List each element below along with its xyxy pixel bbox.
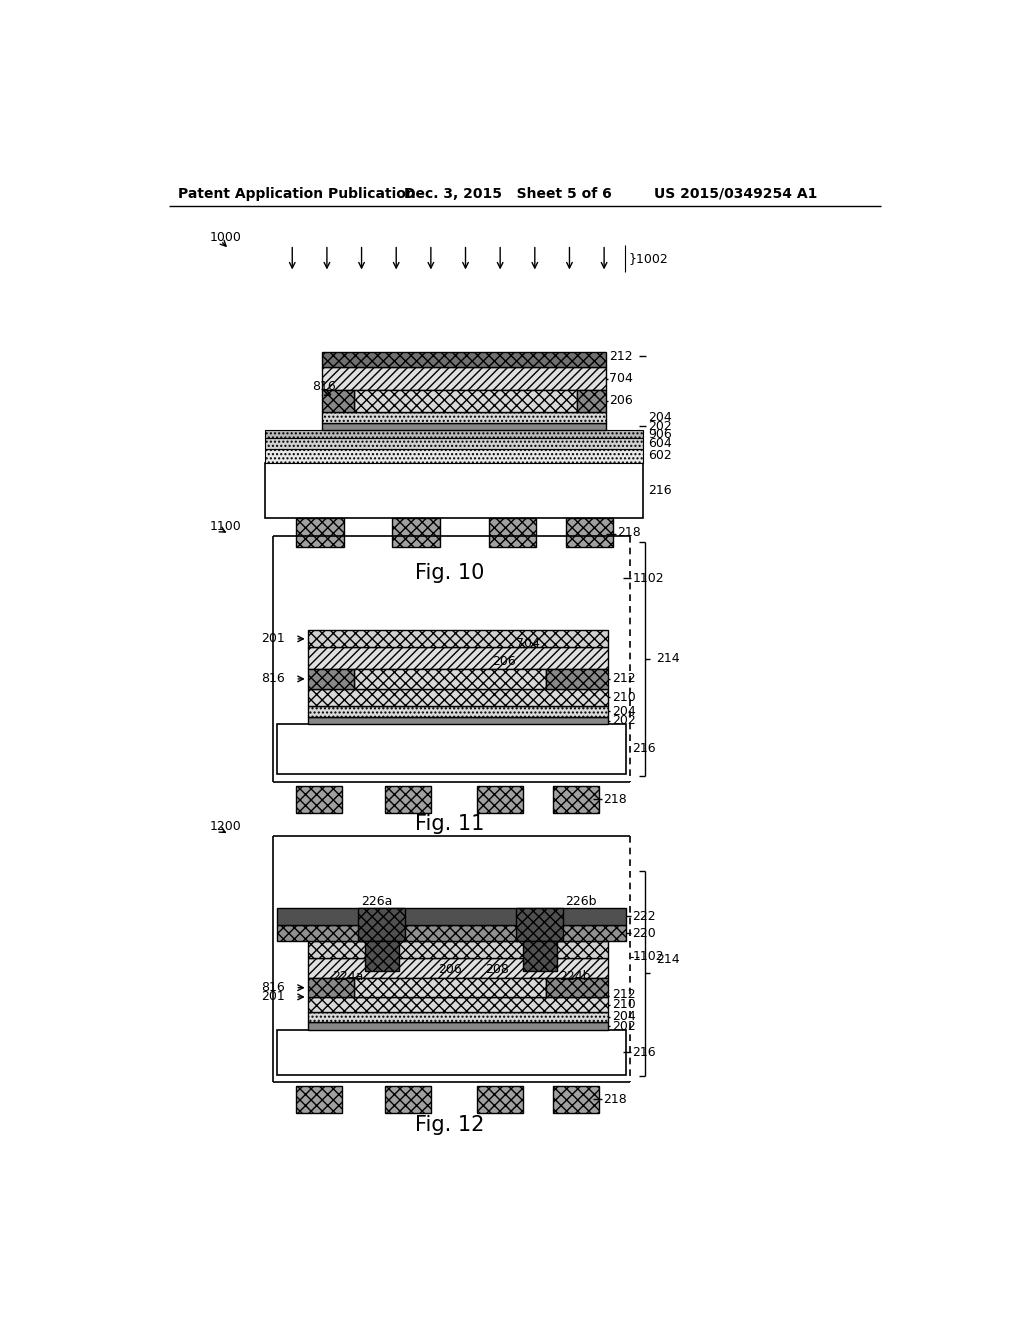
Bar — [307, 706, 608, 717]
Bar — [366, 941, 399, 970]
Bar — [307, 689, 608, 706]
Text: 1102: 1102 — [633, 572, 665, 585]
Bar — [357, 908, 406, 941]
Text: 202: 202 — [611, 714, 636, 727]
Text: 210: 210 — [611, 690, 636, 704]
Bar — [354, 391, 578, 412]
Text: 206: 206 — [438, 962, 462, 975]
Text: 202: 202 — [648, 420, 672, 433]
Bar — [307, 631, 608, 647]
Text: 212: 212 — [609, 350, 633, 363]
Text: 602: 602 — [648, 449, 672, 462]
Bar — [385, 785, 431, 813]
Text: 226a: 226a — [361, 895, 393, 908]
Bar — [547, 978, 608, 997]
Text: 210: 210 — [611, 998, 636, 1011]
Bar — [276, 924, 626, 941]
Bar — [547, 669, 608, 689]
Bar — [553, 785, 599, 813]
Bar — [307, 647, 608, 669]
Text: 201: 201 — [261, 632, 285, 645]
Text: 218: 218 — [617, 527, 641, 539]
Text: 604: 604 — [648, 437, 672, 450]
Bar — [515, 908, 563, 941]
Text: Fig. 11: Fig. 11 — [416, 814, 484, 834]
Bar — [276, 1030, 626, 1074]
Text: 906: 906 — [648, 428, 672, 441]
Bar — [354, 978, 547, 997]
Text: 214: 214 — [655, 953, 679, 966]
Text: Dec. 3, 2015   Sheet 5 of 6: Dec. 3, 2015 Sheet 5 of 6 — [403, 187, 611, 201]
Text: }1002: }1002 — [628, 252, 668, 265]
Bar — [488, 517, 537, 548]
Text: 202: 202 — [611, 1019, 636, 1032]
Text: 206: 206 — [493, 655, 516, 668]
Text: 1102: 1102 — [633, 950, 665, 964]
Bar — [322, 391, 354, 412]
Text: 222: 222 — [633, 909, 656, 923]
Bar — [307, 1012, 608, 1022]
Bar — [307, 958, 608, 978]
Bar — [265, 438, 643, 449]
Bar — [276, 725, 626, 775]
Bar — [307, 717, 608, 725]
Text: 204: 204 — [648, 411, 672, 424]
Bar — [307, 1022, 608, 1030]
Bar — [265, 462, 643, 517]
Bar — [578, 391, 606, 412]
Bar — [322, 351, 606, 367]
Text: 204: 204 — [611, 1010, 636, 1023]
Bar — [322, 422, 606, 430]
Bar — [565, 517, 613, 548]
Text: US 2015/0349254 A1: US 2015/0349254 A1 — [654, 187, 817, 201]
Text: 216: 216 — [648, 483, 672, 496]
Bar — [296, 517, 344, 548]
Bar — [296, 785, 342, 813]
Bar — [322, 412, 606, 422]
Text: Fig. 12: Fig. 12 — [416, 1115, 484, 1135]
Bar — [523, 941, 557, 970]
Text: 816: 816 — [312, 380, 336, 393]
Text: 816: 816 — [261, 981, 285, 994]
Text: Patent Application Publication: Patent Application Publication — [178, 187, 416, 201]
Text: 216: 216 — [633, 1045, 656, 1059]
Bar — [307, 941, 608, 958]
Bar — [296, 1086, 342, 1113]
Text: 218: 218 — [603, 792, 627, 805]
Bar — [477, 1086, 523, 1113]
Bar — [307, 978, 354, 997]
Text: 816: 816 — [261, 672, 285, 685]
Text: 1200: 1200 — [210, 820, 242, 833]
Bar — [265, 430, 643, 438]
Text: 201: 201 — [261, 990, 285, 1003]
Text: 1100: 1100 — [210, 520, 242, 533]
Bar — [265, 449, 643, 462]
Text: 214: 214 — [655, 652, 679, 665]
Text: 212: 212 — [611, 989, 636, 1001]
Text: 208: 208 — [484, 962, 509, 975]
Text: Fig. 10: Fig. 10 — [416, 562, 484, 582]
Text: 220: 220 — [633, 927, 656, 940]
Text: 226b: 226b — [565, 895, 596, 908]
Bar — [477, 785, 523, 813]
Bar — [322, 367, 606, 391]
Text: 704: 704 — [515, 638, 540, 649]
Bar — [392, 517, 440, 548]
Text: 224b: 224b — [559, 970, 590, 983]
Bar — [307, 997, 608, 1012]
Bar — [385, 1086, 431, 1113]
Text: 704: 704 — [609, 372, 634, 385]
Text: 212: 212 — [611, 672, 636, 685]
Bar — [553, 1086, 599, 1113]
Text: 1000: 1000 — [210, 231, 242, 244]
Text: 216: 216 — [633, 742, 656, 755]
Bar — [276, 908, 626, 924]
Text: 224a: 224a — [333, 970, 364, 983]
Bar — [307, 669, 354, 689]
Text: 204: 204 — [611, 705, 636, 718]
Text: 218: 218 — [603, 1093, 627, 1106]
Text: 206: 206 — [609, 395, 633, 408]
Bar — [354, 669, 547, 689]
